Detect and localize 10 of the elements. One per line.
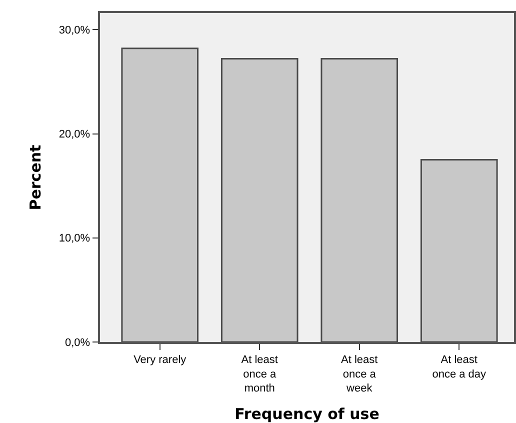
x-tick-label: At least once a week [341,354,378,395]
x-axis-title: Frequency of use [234,405,380,423]
y-tick-label: 20,0% [58,128,90,141]
x-tick-label: At least once a month [241,354,278,395]
y-axis-title: Percent [26,144,45,210]
x-tick-label: At least once a day [432,354,487,380]
x-tick-label: Very rarely [134,354,187,366]
y-tick-label: 30,0% [58,24,90,37]
y-tick-label: 0,0% [64,336,90,349]
y-tick-label: 10,0% [58,232,90,245]
